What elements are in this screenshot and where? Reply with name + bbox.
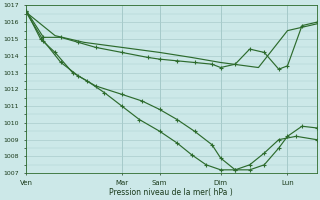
- X-axis label: Pression niveau de la mer( hPa ): Pression niveau de la mer( hPa ): [109, 188, 233, 197]
